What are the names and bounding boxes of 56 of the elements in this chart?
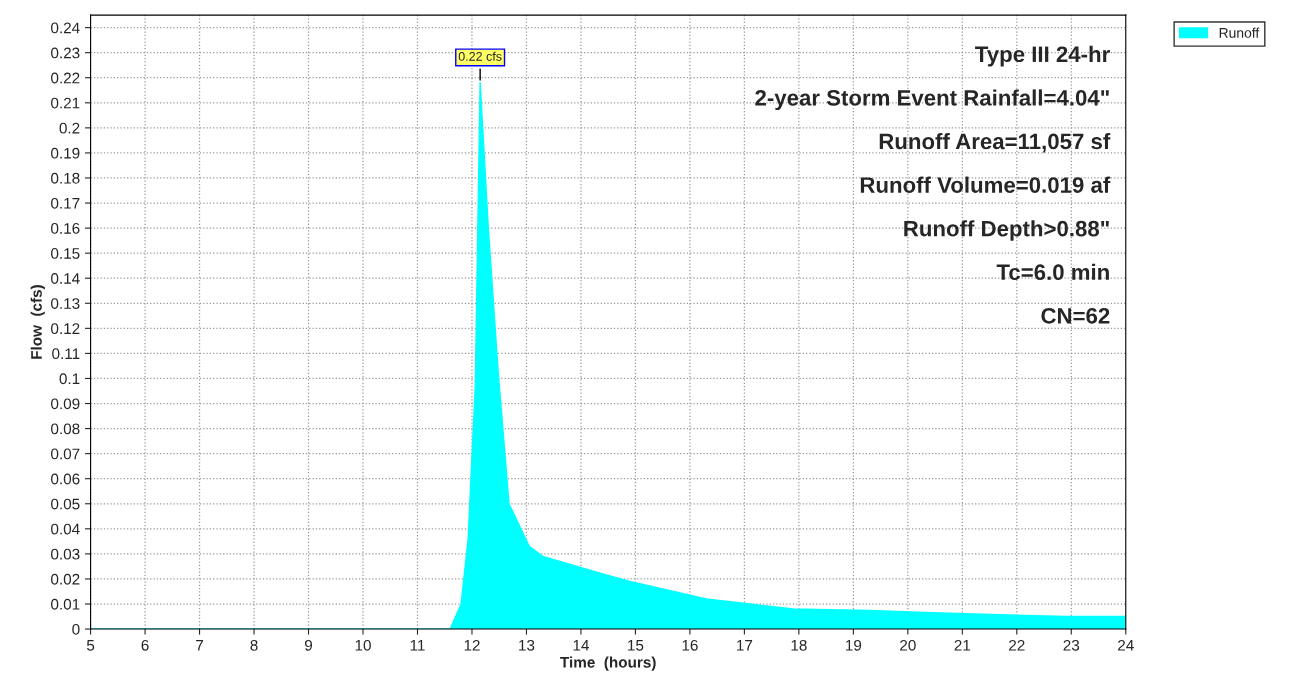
y-tick-label: 0.07 <box>51 448 80 460</box>
y-tick-label: 0.08 <box>51 423 80 435</box>
y-tick-label: 0.17 <box>51 197 80 209</box>
y-tick-label: 0.06 <box>51 473 80 485</box>
y-tick-label: 0.13 <box>51 298 80 309</box>
y-tick-label: 0.23 <box>51 47 80 59</box>
y-tick-label: 0.2 <box>59 122 80 134</box>
y-tick-label: 0.09 <box>51 398 80 410</box>
y-tick-label: 0.12 <box>51 323 80 335</box>
x-tick-label: 8 <box>250 639 258 651</box>
annotation: CN=62 <box>1041 307 1110 324</box>
y-tick-label: 0.1 <box>59 373 80 385</box>
x-tick-label: 10 <box>355 639 371 651</box>
x-tick-label: 22 <box>1009 639 1025 651</box>
x-tick-label: 15 <box>628 640 644 651</box>
y-tick-label: 0.16 <box>51 222 80 234</box>
x-tick-label: 23 <box>1063 639 1080 651</box>
x-tick-label: 13 <box>519 639 535 651</box>
x-axis-title: Time (hours) <box>560 656 656 671</box>
y-tick-label: 0.24 <box>51 22 80 34</box>
x-tick-label: 11 <box>410 640 425 651</box>
y-tick-label: 0.04 <box>51 523 80 535</box>
annotation: 2-year Storm Event Rainfall=4.04" <box>755 89 1109 111</box>
x-tick-label: 20 <box>900 639 916 651</box>
y-tick-label: 0.02 <box>51 573 80 585</box>
y-tick-label: 0.01 <box>51 598 80 610</box>
x-tick-label: 18 <box>791 639 807 651</box>
y-tick-label: 0.03 <box>51 548 80 560</box>
y-tick-label: 0.05 <box>51 498 80 510</box>
y-axis-title: Flow (cfs) <box>30 285 45 359</box>
x-tick-label: 7 <box>196 640 204 651</box>
y-tick-label: 0.22 <box>51 72 80 84</box>
x-tick-label: 24 <box>1118 639 1134 651</box>
annotation: 0.22 cfs <box>458 51 502 61</box>
x-tick-label: 17 <box>737 640 753 651</box>
y-tick-label: 0 <box>72 623 80 635</box>
x-tick-label: 21 <box>954 639 971 651</box>
x-tick-label: 9 <box>304 639 313 651</box>
x-tick-label: 16 <box>682 639 698 651</box>
x-tick-label: 19 <box>846 639 862 651</box>
x-tick-label: 14 <box>573 640 589 651</box>
y-tick-label: 0.19 <box>51 147 80 159</box>
y-tick-label: 0.11 <box>52 348 80 360</box>
annotation: Runoff Volume=0.019 af <box>860 176 1111 193</box>
x-tick-label: 5 <box>86 640 95 651</box>
annotation: Tc=6.0 min <box>996 263 1109 281</box>
annotation: Runoff Depth>0.88" <box>904 220 1109 241</box>
y-tick-label: 0.21 <box>51 97 80 109</box>
y-tick-label: 0.18 <box>51 172 80 184</box>
x-tick-label: 12 <box>464 639 480 651</box>
annotation: Type III 24-hr <box>975 45 1110 67</box>
x-tick-label: 6 <box>141 639 149 651</box>
y-tick-label: 0.14 <box>51 273 80 284</box>
annotation: Runoff Area=11,057 sf <box>879 132 1111 153</box>
legend-label: Runoff <box>1219 27 1260 38</box>
y-tick-label: 0.15 <box>51 248 80 259</box>
